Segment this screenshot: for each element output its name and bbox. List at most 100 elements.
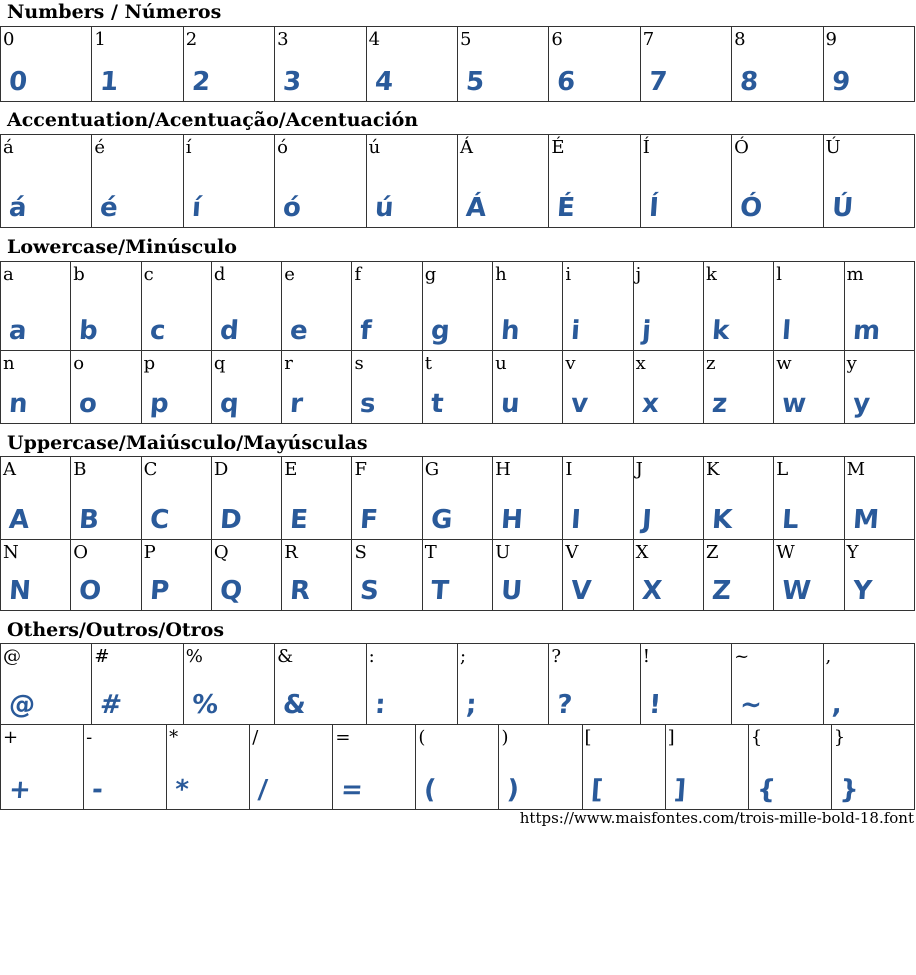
char-glyph-sample: + xyxy=(7,775,32,805)
char-label: q xyxy=(213,353,226,374)
char-glyph-sample: H xyxy=(500,505,524,535)
char-label: t xyxy=(424,353,433,374)
char-label: , xyxy=(825,646,832,667)
char-glyph-sample: t xyxy=(429,389,445,419)
glyph-cell: ~ ~ xyxy=(731,643,824,725)
char-glyph-sample: T xyxy=(429,576,450,606)
char-glyph-sample: B xyxy=(78,505,101,535)
char-glyph-sample: u xyxy=(500,389,521,419)
char-label: 0 xyxy=(3,29,15,50)
char-label: O xyxy=(73,542,89,563)
char-label: ( xyxy=(418,727,426,748)
char-label: N xyxy=(3,542,19,563)
char-glyph-sample: 4 xyxy=(373,67,394,97)
char-label: & xyxy=(277,646,294,667)
char-label: : xyxy=(368,646,375,667)
char-glyph-sample: { xyxy=(755,775,777,805)
char-glyph-sample: K xyxy=(710,505,734,535)
char-label: D xyxy=(213,459,229,480)
glyph-row: @ @ # #%% & &::;;??!! ~ ~,, xyxy=(0,643,916,725)
char-glyph-sample: R xyxy=(289,576,312,606)
char-label: 6 xyxy=(551,29,563,50)
char-label: x xyxy=(635,353,646,374)
char-label: @ xyxy=(3,646,21,667)
char-label: 8 xyxy=(734,29,746,50)
char-label: é xyxy=(94,137,106,158)
char-glyph-sample: J xyxy=(640,505,653,535)
char-label: { xyxy=(750,727,763,748)
char-glyph-sample: Í xyxy=(647,193,660,223)
char-label: 4 xyxy=(368,29,381,50)
char-glyph-sample: i xyxy=(570,316,582,346)
char-label: % xyxy=(185,646,203,667)
char-glyph-sample: A xyxy=(7,505,31,535)
char-glyph-sample: Ú xyxy=(830,193,854,223)
char-label: P xyxy=(143,542,156,563)
char-label: E xyxy=(284,459,298,480)
char-glyph-sample: % xyxy=(190,690,219,720)
char-label: k xyxy=(705,264,717,285)
char-label: B xyxy=(73,459,87,480)
char-glyph-sample: 3 xyxy=(282,67,303,97)
char-label: * xyxy=(169,727,179,748)
char-label: ó xyxy=(277,137,289,158)
char-glyph-sample: 8 xyxy=(739,67,760,97)
char-label: c xyxy=(143,264,154,285)
char-glyph-sample: ú xyxy=(373,193,395,223)
char-glyph-sample: & xyxy=(282,690,307,720)
char-glyph-sample: z xyxy=(710,389,729,419)
char-label: m xyxy=(846,264,864,285)
char-label: ~ xyxy=(734,646,750,667)
char-glyph-sample: M xyxy=(851,505,880,535)
char-label: / xyxy=(252,727,259,748)
char-glyph-sample: ] xyxy=(672,775,687,805)
char-label: z xyxy=(705,353,716,374)
section-title: Accentuation/Acentuação/Acentuación xyxy=(7,109,419,131)
char-glyph-sample: h xyxy=(500,316,521,346)
char-glyph-sample: l xyxy=(781,316,793,346)
char-label: C xyxy=(143,459,158,480)
char-label: f xyxy=(354,264,362,285)
char-glyph-sample: F xyxy=(359,505,380,535)
char-glyph-sample: @ xyxy=(7,690,37,720)
char-glyph-sample: í xyxy=(190,193,202,223)
glyph-cell: * * xyxy=(166,724,251,810)
char-glyph-sample: 5 xyxy=(464,67,486,97)
glyph-table: @ @ # #%% & &::;;??!! ~ ~,, xyxy=(0,643,916,725)
char-glyph-sample: 7 xyxy=(647,67,668,97)
char-label: á xyxy=(3,137,14,158)
char-label: 5 xyxy=(459,29,472,50)
glyph-cell: (( xyxy=(415,724,500,810)
char-label: u xyxy=(495,353,507,374)
char-glyph-sample: * xyxy=(174,775,190,805)
char-label: h xyxy=(495,264,507,285)
char-label: ; xyxy=(459,646,467,667)
char-label: É xyxy=(551,137,565,158)
